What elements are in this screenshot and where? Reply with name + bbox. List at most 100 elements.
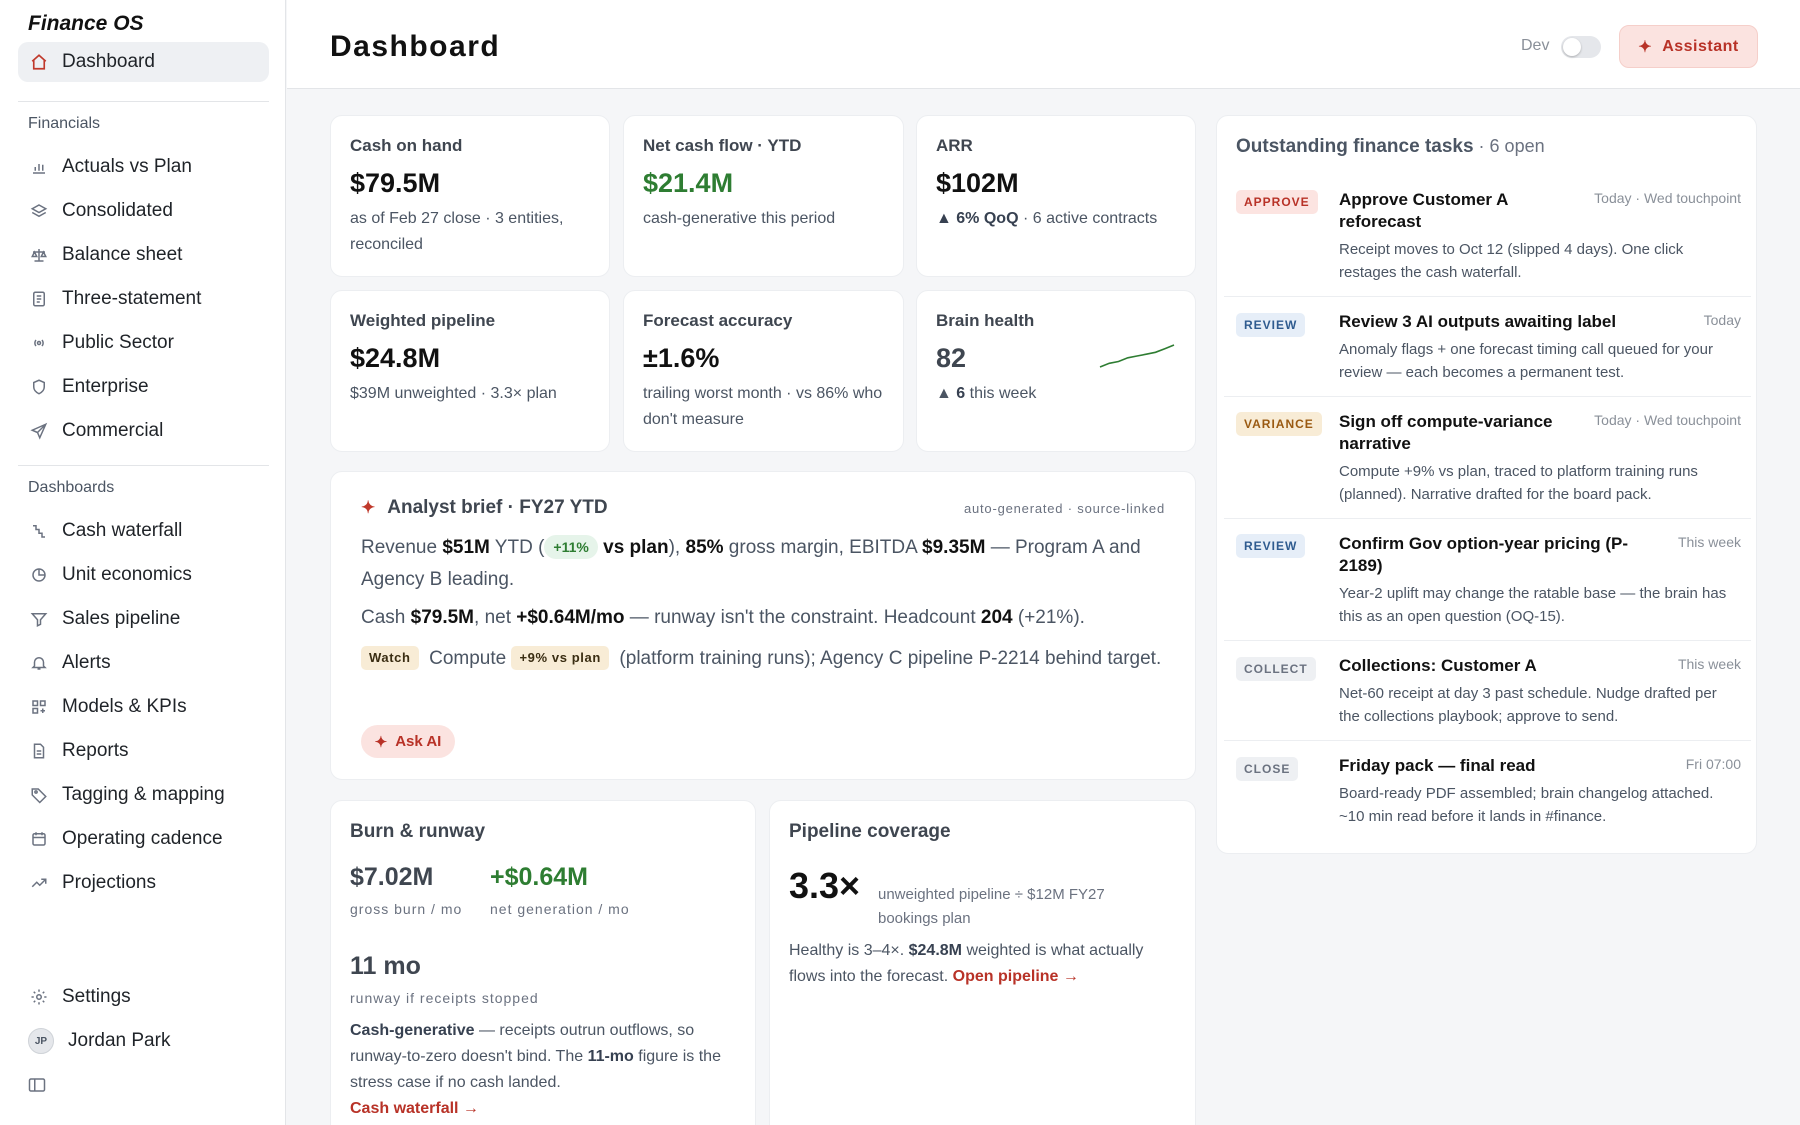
- sidebar-item-operating-cadence[interactable]: Operating cadence: [18, 819, 269, 859]
- brief-text: — Program A and Agency B leading.: [361, 537, 1141, 590]
- home-icon: [30, 53, 48, 71]
- task-badge: APPROVE: [1236, 190, 1318, 214]
- sidebar-item-cash-waterfall[interactable]: Cash waterfall: [18, 511, 269, 551]
- sidebar-item-models-kpis[interactable]: Models & KPIs: [18, 687, 269, 727]
- kpi-title: Brain health: [936, 311, 1035, 330]
- brief-text: (platform training runs); Agency C pipel…: [614, 648, 1162, 669]
- brief-line-revenue: Revenue $51M YTD (+11% vs plan), 85% gro…: [361, 532, 1176, 596]
- bell-icon: [30, 654, 48, 672]
- page-title: Dashboard: [330, 30, 501, 63]
- sidebar-divider: [18, 101, 269, 102]
- runway-label: runway if receipts stopped: [350, 990, 539, 1006]
- kpi-title: Cash on hand: [350, 136, 463, 155]
- kpi-delta-arrow: ▲: [936, 385, 952, 402]
- kpi-sub: ▲ 6% QoQ · 6 active contracts: [936, 206, 1196, 232]
- task-when: Today · Wed touchpoint: [1594, 412, 1741, 428]
- kpi-sub: ▲ 6 this week: [936, 381, 1196, 407]
- user-profile[interactable]: JP Jordan Park: [18, 1021, 269, 1061]
- kpi-title: Forecast accuracy: [643, 311, 793, 330]
- task-item[interactable]: REVIEW Review 3 AI outputs awaiting labe…: [1224, 301, 1751, 397]
- pie-icon: [30, 566, 48, 584]
- sparkline-path: [1099, 344, 1175, 368]
- task-title: Approve Customer A reforecast: [1339, 190, 1508, 231]
- brief-line-cash: Cash $79.5M, net +$0.64M/mo — runway isn…: [361, 602, 1176, 634]
- sparkle-icon: ✦: [374, 733, 388, 751]
- sidebar-item-label: Public Sector: [62, 332, 174, 353]
- sidebar-item-balance-sheet[interactable]: Balance sheet: [18, 235, 269, 275]
- gear-icon: [30, 988, 48, 1006]
- sidebar-item-projections[interactable]: Projections: [18, 863, 269, 903]
- task-when: This week: [1677, 534, 1741, 550]
- assistant-label: Assistant: [1662, 37, 1739, 55]
- shield-icon: [30, 378, 48, 396]
- task-item[interactable]: CLOSE Friday pack — final read Fri 07:00…: [1224, 745, 1751, 841]
- sidebar-item-sales-pipeline[interactable]: Sales pipeline: [18, 599, 269, 639]
- dev-toggle[interactable]: [1561, 36, 1601, 58]
- task-body: Board-ready PDF assembled; brain changel…: [1339, 785, 1714, 825]
- sidebar-item-commercial[interactable]: Commercial: [18, 411, 269, 451]
- task-title: Collections: Customer A: [1339, 656, 1537, 675]
- tasks-heading: Outstanding finance tasks: [1236, 136, 1474, 157]
- kpi-value: $24.8M: [350, 343, 441, 373]
- task-title: Review 3 AI outputs awaiting label: [1339, 312, 1617, 331]
- coverage-explanation: Healthy is 3–4×. $24.8M weighted is what…: [789, 938, 1184, 990]
- sidebar-item-dashboard[interactable]: Dashboard: [18, 42, 269, 82]
- cash-waterfall-link[interactable]: Cash waterfall →: [350, 1100, 479, 1117]
- dev-label: Dev: [1521, 37, 1550, 54]
- sidebar-item-reports[interactable]: Reports: [18, 731, 269, 771]
- section-label-dashboards: Dashboards: [28, 479, 115, 496]
- pipeline-coverage-card: Pipeline coverage 3.3× unweighted pipeli…: [769, 800, 1196, 1125]
- sidebar-item-enterprise[interactable]: Enterprise: [18, 367, 269, 407]
- brief-text: gross margin, EBITDA: [723, 537, 923, 558]
- sidebar-item-tagging-mapping[interactable]: Tagging & mapping: [18, 775, 269, 815]
- kpi-value: ±1.6%: [643, 343, 720, 373]
- assistant-button[interactable]: ✦ Assistant: [1619, 25, 1758, 68]
- task-when: Today: [1703, 312, 1741, 328]
- sidebar-item-alerts[interactable]: Alerts: [18, 643, 269, 683]
- brief-text: Cash: [361, 607, 411, 628]
- sidebar-item-label: Tagging & mapping: [62, 784, 225, 805]
- tasks-title: Outstanding finance tasks · 6 open: [1236, 136, 1545, 158]
- ask-ai-button[interactable]: ✦ Ask AI: [361, 725, 455, 758]
- sidebar-item-label: Cash waterfall: [62, 520, 183, 541]
- brief-title: Analyst brief · FY27 YTD: [387, 497, 608, 518]
- grid-icon: [30, 698, 48, 716]
- kpi-card-brain-health: Brain health 82 ▲ 6 this week: [916, 290, 1196, 452]
- ask-ai-label: Ask AI: [395, 733, 442, 750]
- brief-value: $79.5M: [410, 607, 475, 628]
- sidebar-divider: [18, 465, 269, 466]
- sidebar-item-label: Unit economics: [62, 564, 192, 585]
- task-badge: REVIEW: [1236, 313, 1306, 337]
- sidebar-item-label: Settings: [62, 986, 131, 1007]
- kpi-sub: cash-generative this period: [643, 210, 836, 227]
- sidebar-item-unit-economics[interactable]: Unit economics: [18, 555, 269, 595]
- brief-text: YTD (: [489, 537, 545, 558]
- sidebar-item-public-sector[interactable]: Public Sector: [18, 323, 269, 363]
- brief-value: $51M: [442, 537, 490, 558]
- kpi-delta: ▲ 6% QoQ: [936, 210, 1019, 227]
- task-item[interactable]: APPROVE Approve Customer A reforecast To…: [1224, 179, 1751, 297]
- brief-value: 204: [980, 607, 1013, 628]
- brief-text: ),: [668, 537, 686, 558]
- task-badge: REVIEW: [1236, 534, 1306, 558]
- sidebar-item-actuals-vs-plan[interactable]: Actuals vs Plan: [18, 147, 269, 187]
- sidebar-item-consolidated[interactable]: Consolidated: [18, 191, 269, 231]
- task-item[interactable]: VARIANCE Sign off compute-variance narra…: [1224, 401, 1751, 519]
- task-item[interactable]: REVIEW Confirm Gov option-year pricing (…: [1224, 523, 1751, 641]
- brief-header: ✦ Analyst brief · FY27 YTD: [361, 497, 608, 519]
- sidebar-toggle-icon[interactable]: [28, 1077, 46, 1093]
- kpi-value: $21.4M: [643, 168, 734, 198]
- waterfall-icon: [30, 522, 48, 540]
- analyst-brief-card: ✦ Analyst brief · FY27 YTD auto-generate…: [330, 471, 1196, 780]
- send-icon: [30, 422, 48, 440]
- sidebar-item-three-statement[interactable]: Three-statement: [18, 279, 269, 319]
- sidebar-item-settings[interactable]: Settings: [18, 977, 269, 1017]
- kpi-sub: as of Feb 27 close · 3 entities, reconci…: [350, 210, 564, 253]
- open-pipeline-link[interactable]: Open pipeline →: [952, 968, 1079, 985]
- coverage-description: unweighted pipeline ÷ $12M FY27 bookings…: [878, 886, 1105, 927]
- section-title: Pipeline coverage: [789, 821, 951, 842]
- brief-text: , net: [474, 607, 517, 628]
- sidebar-item-label: Consolidated: [62, 200, 173, 221]
- kpi-sub-text: · 6 active contracts: [1018, 210, 1158, 227]
- task-item[interactable]: COLLECT Collections: Customer A This wee…: [1224, 645, 1751, 741]
